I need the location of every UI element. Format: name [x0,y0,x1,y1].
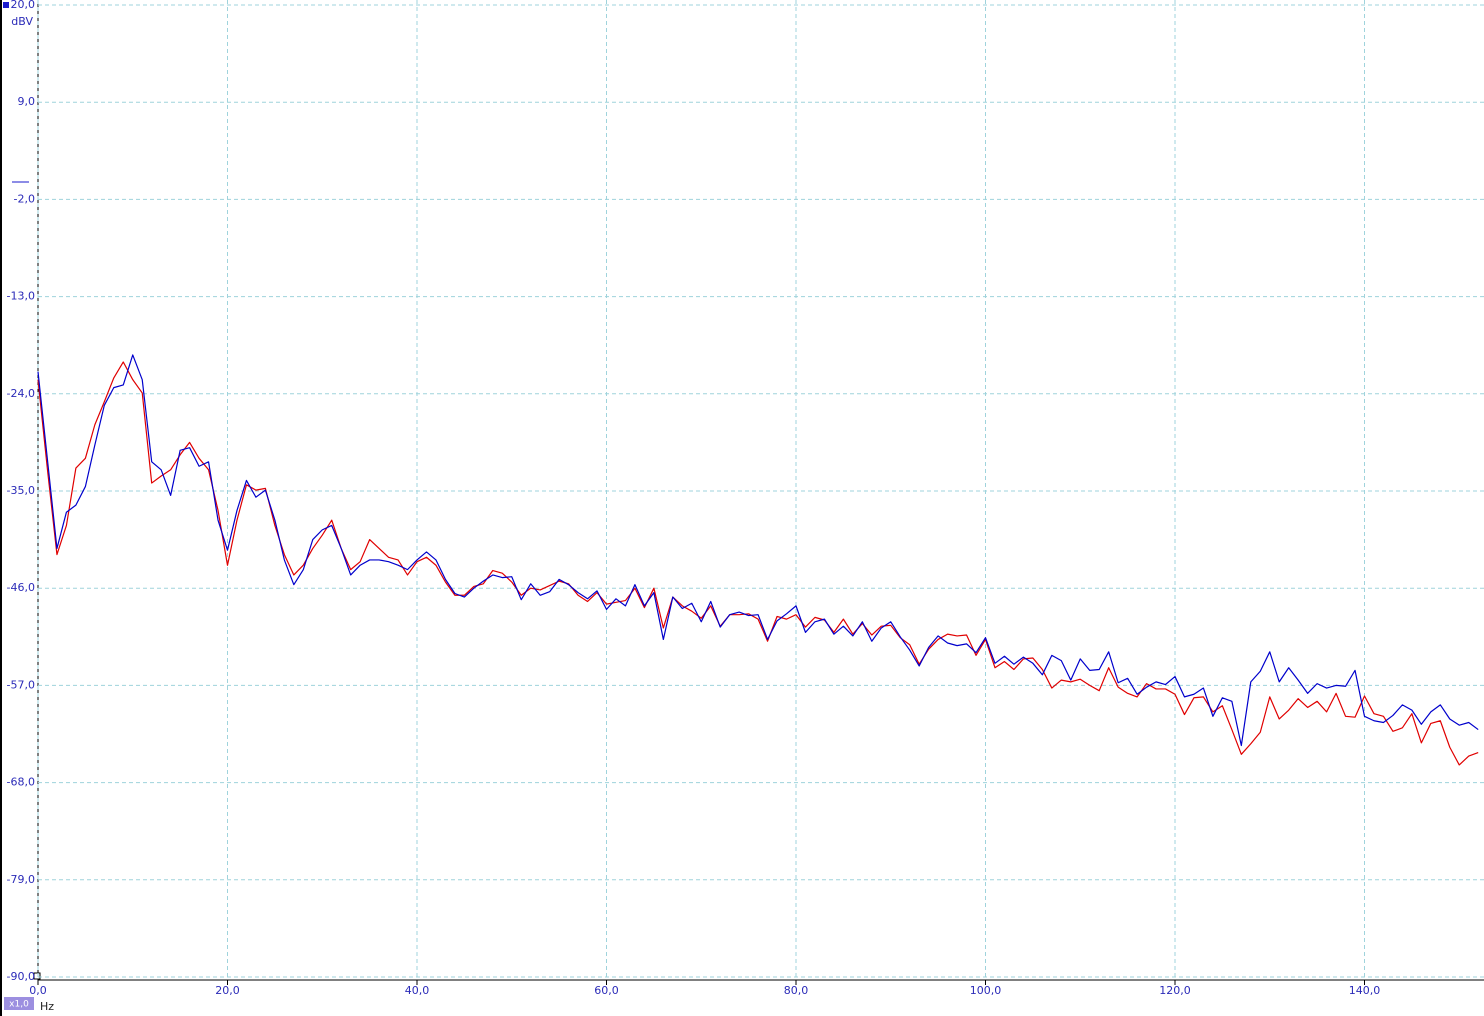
y-tick-label: -2,0 [14,192,35,205]
x-tick-label: 60,0 [594,984,619,997]
zoom-badge [4,997,34,1010]
y-tick-label: -24,0 [7,387,35,400]
channel-marker [3,2,9,8]
zoom-label: x1,0 [9,1000,29,1010]
x-tick-label: 0,0 [29,984,47,997]
y-unit: dBV [11,15,33,28]
x-tick-label: 40,0 [405,984,430,997]
origin-marker [33,972,41,980]
y-tick-label: -13,0 [7,290,35,303]
x-tick-label: 80,0 [784,984,809,997]
left-border [0,0,2,1016]
y-tick-label: -35,0 [7,484,35,497]
y-tick-label: -68,0 [7,776,35,789]
y-tick-label: 9,0 [18,95,36,108]
y-tick-label: -79,0 [7,873,35,886]
x-tick-label: 120,0 [1159,984,1191,997]
series-line [37,354,1479,747]
x-tick-label: 20,0 [215,984,240,997]
y-tick-label: -46,0 [7,581,35,594]
y-tick-label: -57,0 [7,678,35,691]
x-tick-label: 140,0 [1349,984,1381,997]
y-tick-label: 20,0 [11,0,36,11]
y-tick-label: -90,0 [7,970,35,983]
x-tick-label: 100,0 [970,984,1002,997]
x-unit: Hz [40,1000,54,1013]
